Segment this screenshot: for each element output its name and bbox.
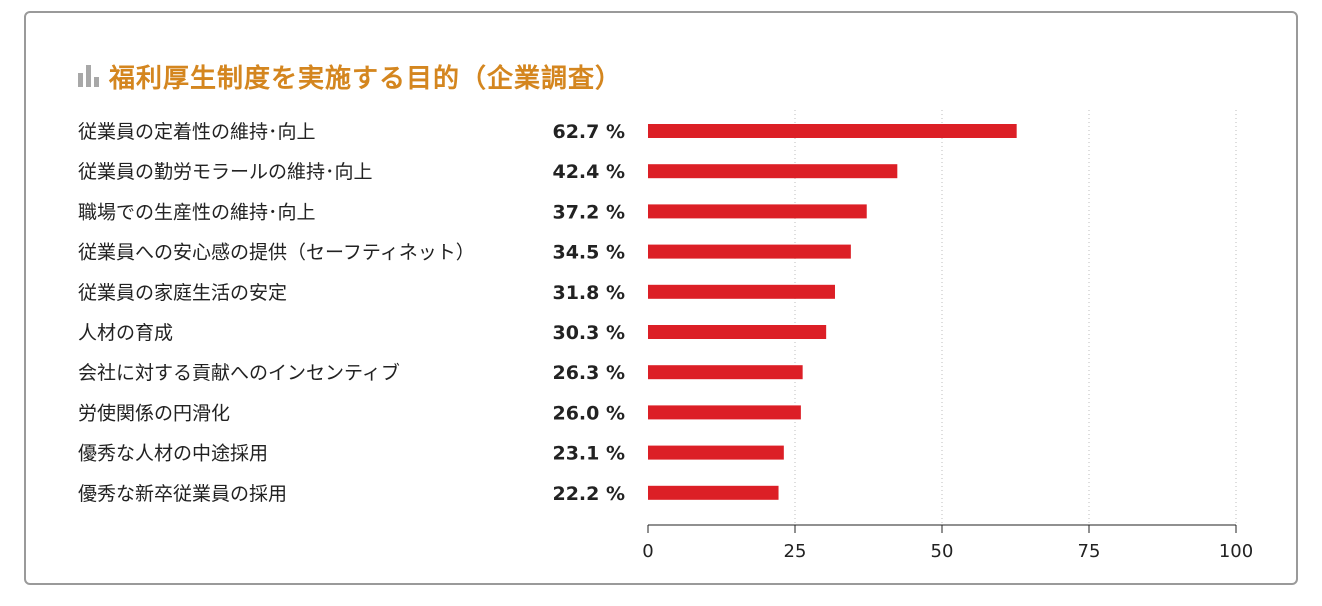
x-tick-label: 0 xyxy=(642,541,653,562)
chart-title: 福利厚生制度を実施する目的（企業調査） xyxy=(78,56,622,96)
value-label: 26.0 % xyxy=(552,402,625,424)
value-label: 26.3 % xyxy=(552,362,625,384)
category-label: 会社に対する貢献へのインセンティブ xyxy=(78,361,400,384)
category-labels: 従業員の定着性の維持･向上従業員の勤労モラールの維持･向上職場での生産性の維持･… xyxy=(78,121,475,505)
x-tick-label: 100 xyxy=(1219,541,1253,562)
bar xyxy=(648,124,1017,138)
value-labels: 62.7 % 42.4 % 37.2 % 34.5 % 31.8 % 30.3 % 26.3… xyxy=(552,121,625,505)
value-label: 62.7 % xyxy=(552,121,625,143)
x-tick-label: 25 xyxy=(784,541,807,562)
value-label: 30.3 % xyxy=(552,322,625,344)
category-label: 職場での生産性の維持･向上 xyxy=(78,201,316,223)
value-label: 22.2 % xyxy=(552,483,625,505)
bar xyxy=(648,284,835,299)
x-tick-label: 50 xyxy=(931,541,954,562)
category-label: 従業員への安心感の提供（セーフティネット） xyxy=(78,242,475,264)
bar xyxy=(648,325,827,339)
category-label: 優秀な人材の中途採用 xyxy=(78,443,268,465)
bar xyxy=(648,164,898,179)
x-axis: 0 25 50 75 100 xyxy=(642,524,1253,562)
value-label: 31.8 % xyxy=(552,282,625,304)
category-label: 従業員の勤労モラールの維持･向上 xyxy=(78,161,373,183)
bar xyxy=(648,485,779,500)
bar-chart-icon xyxy=(78,65,99,87)
category-label: 人材の育成 xyxy=(78,322,173,344)
bar xyxy=(648,405,801,420)
value-label: 34.5 % xyxy=(552,242,625,264)
value-label: 23.1 % xyxy=(552,443,625,465)
category-label: 労使関係の円滑化 xyxy=(78,402,230,424)
category-label: 従業員の定着性の維持･向上 xyxy=(78,121,316,143)
chart-title-text: 福利厚生制度を実施する目的（企業調査） xyxy=(109,63,623,94)
bar xyxy=(648,204,867,219)
value-label: 42.4 % xyxy=(552,161,625,183)
bar xyxy=(648,244,851,259)
category-label: 従業員の家庭生活の安定 xyxy=(78,282,287,304)
bar xyxy=(648,445,784,460)
x-tick-label: 75 xyxy=(1078,541,1101,562)
bar xyxy=(648,365,803,380)
value-label: 37.2 % xyxy=(552,201,625,223)
category-label: 優秀な新卒従業員の採用 xyxy=(78,483,287,505)
chart-bars xyxy=(648,124,1017,500)
